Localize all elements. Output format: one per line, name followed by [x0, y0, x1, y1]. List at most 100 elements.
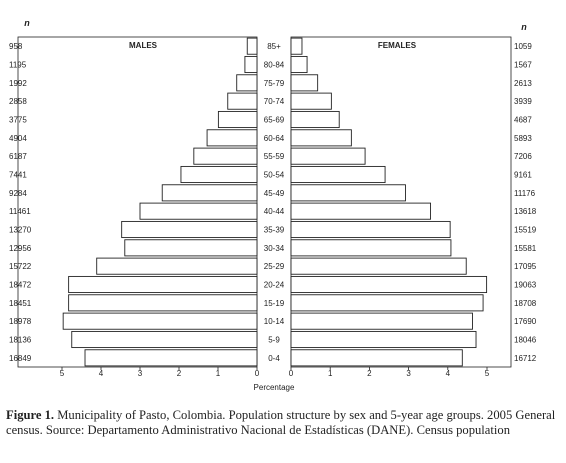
female-count-label: 2613 — [514, 79, 532, 88]
female-bar-35-39 — [290, 220, 451, 239]
female-count-label: 5893 — [514, 134, 532, 143]
male-count-label: 18451 — [9, 299, 32, 308]
age-group-label: 25-29 — [264, 262, 285, 271]
age-group-label: 20-24 — [264, 281, 285, 290]
male-bar-40-44 — [139, 202, 258, 220]
female-axis-tick-label: 4 — [446, 369, 451, 378]
female-bar-30-34 — [290, 239, 452, 257]
female-count-label: 1567 — [514, 61, 532, 70]
female-axis-tick-label: 3 — [406, 369, 411, 378]
female-count-label: 1059 — [514, 42, 532, 51]
male-count-label: 16849 — [9, 354, 32, 363]
female-bar-75-79 — [290, 74, 319, 92]
female-axis-tick-label: 0 — [289, 369, 294, 378]
male-bar-30-34 — [124, 239, 258, 257]
male-count-label: 18978 — [9, 317, 32, 326]
female-bar-80-84 — [290, 55, 308, 74]
female-panel-frame — [290, 36, 512, 368]
age-group-label: 10-14 — [264, 317, 285, 326]
male-count-label: 15722 — [9, 262, 32, 271]
female-bar-25-29 — [290, 257, 467, 275]
male-count-label: 18472 — [9, 281, 32, 290]
female-bar-55-59 — [290, 147, 366, 165]
x-axis-label: Percentage — [254, 383, 295, 392]
female-count-label: 16712 — [514, 354, 537, 363]
male-bar-70-74 — [227, 92, 258, 110]
female-count-header: n — [521, 22, 527, 32]
male-series-label: MALES — [129, 41, 158, 50]
male-axis-tick-label: 4 — [99, 369, 104, 378]
female-bar-50-54 — [290, 165, 386, 184]
male-axis-tick-label: 2 — [177, 369, 182, 378]
male-count-label: 4904 — [9, 134, 27, 143]
female-bar-15-19 — [290, 294, 484, 312]
population-pyramid-chart: n n MALES FEMALES 85+ 958 1059 80-84 1195 1567 75-… — [9, 18, 537, 392]
age-group-label: 0-4 — [268, 354, 280, 363]
age-group-label: 35-39 — [264, 226, 285, 235]
male-count-label: 7441 — [9, 171, 27, 180]
male-count-label: 1992 — [9, 79, 27, 88]
male-axis-tick-label: 3 — [138, 369, 143, 378]
female-axis-tick-label: 1 — [328, 369, 333, 378]
age-group-label: 65-69 — [264, 116, 285, 125]
male-count-label: 18136 — [9, 336, 32, 345]
male-bar-35-39 — [121, 220, 258, 239]
male-bar-10-14 — [62, 312, 258, 330]
female-bar-45-49 — [290, 184, 406, 202]
female-bar-40-44 — [290, 202, 432, 220]
female-axis-tick-label: 2 — [367, 369, 372, 378]
male-axis-tick-label: 1 — [216, 369, 221, 378]
female-count-label: 18708 — [514, 299, 537, 308]
female-bar-85+ — [290, 37, 303, 55]
male-bar-45-49 — [161, 184, 258, 202]
male-bar-65-69 — [217, 110, 258, 129]
male-bar-50-54 — [180, 165, 258, 184]
female-axis-tick-label: 5 — [485, 369, 490, 378]
male-axis-tick-label: 0 — [255, 369, 260, 378]
male-bar-85+ — [246, 37, 258, 55]
age-group-label: 60-64 — [264, 134, 285, 143]
female-bar-10-14 — [290, 312, 473, 330]
age-group-label: 40-44 — [264, 207, 285, 216]
male-axis-tick-label: 5 — [60, 369, 65, 378]
female-count-label: 18046 — [514, 336, 537, 345]
female-bar-20-24 — [290, 275, 488, 294]
female-bar-65-69 — [290, 110, 340, 129]
male-panel-frame — [17, 36, 258, 368]
male-count-label: 11461 — [9, 207, 31, 216]
female-series-label: FEMALES — [378, 41, 417, 50]
female-count-label: 17095 — [514, 262, 537, 271]
male-count-label: 2858 — [9, 97, 27, 106]
male-bar-55-59 — [193, 147, 258, 165]
female-count-label: 17690 — [514, 317, 537, 326]
male-count-label: 13270 — [9, 226, 32, 235]
male-bar-20-24 — [68, 275, 258, 294]
age-group-label: 75-79 — [264, 79, 285, 88]
female-count-label: 11176 — [514, 189, 536, 198]
male-count-label: 6187 — [9, 152, 27, 161]
female-count-label: 9161 — [514, 171, 532, 180]
male-bar-15-19 — [68, 294, 258, 312]
male-count-label: 12956 — [9, 244, 32, 253]
female-count-label: 13618 — [514, 207, 537, 216]
male-count-label: 9284 — [9, 189, 27, 198]
age-group-label: 45-49 — [264, 189, 285, 198]
female-bar-5-9 — [290, 330, 477, 349]
male-bar-80-84 — [244, 55, 258, 74]
male-bar-25-29 — [96, 257, 258, 275]
male-count-label: 958 — [9, 42, 23, 51]
age-group-label: 80-84 — [264, 61, 285, 70]
figure-caption-text: Municipality of Pasto, Colombia. Populat… — [6, 408, 556, 437]
figure-caption-label: Figure 1. — [6, 408, 55, 422]
age-group-label: 85+ — [267, 42, 281, 51]
age-group-label: 30-34 — [264, 244, 285, 253]
age-group-label: 5-9 — [268, 336, 280, 345]
female-count-label: 15581 — [514, 244, 537, 253]
female-count-label: 4687 — [514, 116, 532, 125]
age-group-label: 70-74 — [264, 97, 285, 106]
age-group-label: 15-19 — [264, 299, 285, 308]
male-bar-5-9 — [71, 330, 258, 349]
female-bar-60-64 — [290, 129, 352, 147]
male-count-label: 3775 — [9, 116, 27, 125]
female-count-label: 7206 — [514, 152, 532, 161]
